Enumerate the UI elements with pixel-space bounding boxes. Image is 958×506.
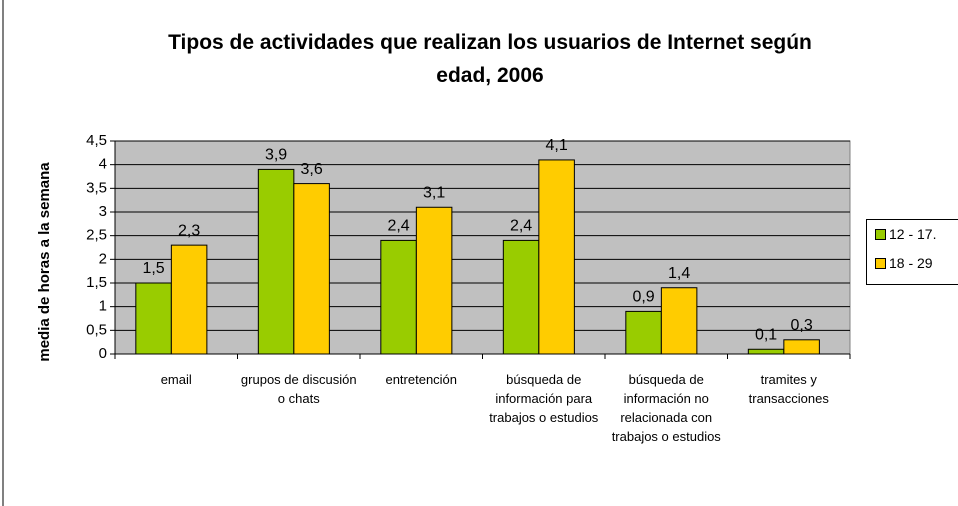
y-tick-label: 3: [99, 203, 107, 220]
x-tick-label: grupos de discusión o chats: [240, 372, 357, 406]
y-tick-label: 3,5: [86, 179, 107, 196]
data-label: 2,4: [510, 218, 532, 235]
data-label: 1,5: [142, 260, 164, 277]
x-tick-label: búsqueda de información para trabajos o …: [489, 372, 599, 425]
x-tick-label: email: [160, 372, 192, 387]
bar: [538, 159, 575, 355]
bar: [783, 339, 820, 355]
bar: [257, 168, 295, 355]
x-tick-label: entretención: [385, 372, 458, 387]
bar: [135, 282, 172, 355]
y-tick-label: 1,5: [86, 274, 107, 291]
plot-area: [114, 140, 851, 355]
bar: [415, 206, 453, 355]
chart-title: Tipos de actividades que realizan los us…: [168, 31, 812, 87]
bar: [660, 287, 698, 355]
bar: [747, 348, 785, 355]
legend-item: 18 - 29: [875, 255, 933, 271]
legend-item: 12 - 17.: [875, 226, 936, 242]
bar: [170, 244, 208, 355]
y-tick-label: 1: [99, 298, 107, 315]
y-tick-label: 4,5: [86, 132, 107, 149]
y-tick-label: 0,5: [86, 321, 107, 338]
data-label: 2,3: [178, 222, 200, 239]
legend-swatch: [875, 229, 886, 240]
data-label: 0,3: [790, 317, 812, 334]
data-label: 0,1: [755, 326, 777, 343]
data-label: 0,9: [632, 289, 654, 306]
y-tick-label: 0: [99, 345, 107, 362]
bar: [293, 183, 330, 355]
y-tick-label: 2: [99, 250, 107, 267]
y-axis-title: media de horas a la semana: [36, 162, 53, 362]
y-tick-label: 2,5: [86, 227, 107, 244]
data-label: 3,9: [265, 147, 287, 164]
legend-label: 12 - 17.: [889, 226, 937, 242]
legend: 12 - 17. 18 - 29: [866, 219, 958, 285]
x-tick-label: tramites y transacciones: [748, 372, 829, 406]
data-label: 4,1: [545, 137, 567, 154]
data-label: 3,1: [423, 184, 445, 201]
x-tick-label: búsqueda de información no relacionada c…: [611, 372, 721, 444]
legend-label: 18 - 29: [889, 255, 933, 271]
bar: [502, 239, 540, 355]
data-label: 1,4: [668, 265, 690, 282]
data-label: 2,4: [387, 218, 409, 235]
bar: [625, 310, 662, 355]
data-label: 3,6: [300, 161, 322, 178]
y-tick-label: 4: [99, 156, 107, 173]
bar: [380, 239, 417, 355]
legend-swatch: [875, 258, 886, 269]
